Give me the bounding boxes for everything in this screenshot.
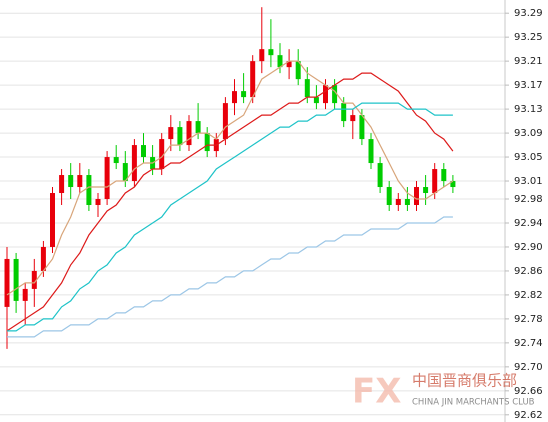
grid [0, 12, 505, 416]
candle-body [177, 127, 183, 146]
y-tick-label: 92.62 [514, 410, 543, 421]
candle-body [250, 61, 256, 98]
candle-body [377, 163, 383, 188]
candle-body [232, 91, 237, 104]
candle-body [441, 169, 447, 182]
y-tick-label: 92.90 [514, 242, 543, 253]
candle-body [95, 199, 101, 206]
y-tick-label: 92.82 [514, 290, 543, 301]
candle-body [13, 258, 19, 301]
candle-body [313, 97, 319, 104]
candle-body [40, 246, 46, 271]
candle-body [131, 145, 137, 182]
watermark-logo: FX [352, 372, 401, 412]
candle-body [141, 145, 146, 158]
candle-body [59, 175, 65, 194]
y-tick-label: 93.17 [514, 80, 543, 91]
candle-body [341, 103, 347, 122]
candle-body [50, 193, 55, 247]
candle-body [122, 163, 128, 182]
y-tick-label: 93.01 [514, 176, 543, 187]
candle-body [386, 187, 392, 206]
candle-body [186, 121, 192, 146]
y-tick-label: 93.05 [514, 152, 543, 163]
candle-body [86, 175, 92, 206]
candle-body [195, 121, 201, 134]
y-tick-label: 92.86 [514, 266, 543, 277]
candle-body [268, 49, 274, 56]
candle-body [159, 139, 165, 170]
y-tick-label: 92.78 [514, 314, 543, 325]
y-tick-label: 93.21 [514, 56, 543, 67]
candle-body [368, 139, 374, 164]
y-tick-label: 92.94 [514, 218, 543, 229]
candle-body [404, 199, 410, 206]
candle-body [168, 127, 174, 140]
moving-average-line [6, 60, 454, 296]
candle-body [222, 103, 228, 140]
candle-body [350, 115, 356, 122]
candle-body [423, 187, 429, 194]
candle-body [332, 85, 338, 104]
watermark: FX 中国晋商俱乐部 CHINA JIN MARCHANTS CLUB [352, 372, 535, 412]
candle-body [259, 49, 265, 62]
candle-body [104, 157, 110, 200]
candle-body [22, 288, 28, 301]
candle-body [241, 91, 247, 98]
y-tick-label: 92.74 [514, 338, 543, 349]
y-tick-label: 93.13 [514, 104, 543, 115]
candle-body [113, 157, 119, 164]
candle-body [286, 61, 292, 68]
y-tick-label: 92.70 [514, 362, 543, 373]
candle-body [323, 85, 328, 104]
candle-body [295, 61, 301, 80]
candle-body [68, 175, 74, 188]
y-tick-label: 92.66 [514, 386, 543, 397]
y-tick-label: 93.25 [514, 32, 543, 43]
candle-body [304, 79, 310, 98]
candle-body [204, 133, 210, 152]
y-tick-label: 93.29 [514, 8, 543, 19]
candle-body [414, 187, 419, 206]
y-tick-label: 92.98 [514, 194, 543, 205]
candle-body [432, 169, 438, 194]
candle-body [277, 55, 283, 68]
candle-body [359, 115, 365, 140]
moving-average-line [7, 102, 453, 332]
candle-body [31, 270, 37, 289]
candle-body [77, 175, 83, 188]
candle-body [395, 199, 401, 206]
moving-average-line [7, 216, 453, 338]
candle-body [4, 258, 10, 307]
y-tick-label: 93.09 [514, 128, 543, 139]
watermark-subtitle: CHINA JIN MARCHANTS CLUB [412, 398, 535, 408]
watermark-name: 中国晋商俱乐部 [412, 372, 517, 389]
candle-body [450, 181, 456, 188]
moving-average-line [6, 72, 454, 332]
